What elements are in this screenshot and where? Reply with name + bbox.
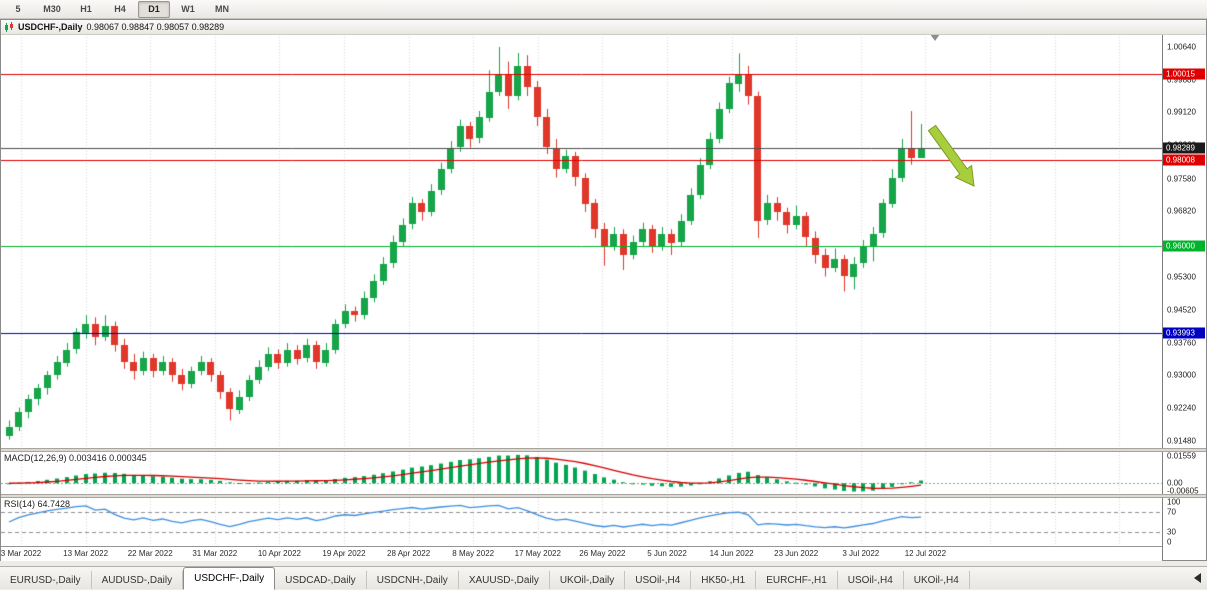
hline-price-badge: 0.98008 — [1163, 154, 1205, 166]
chart-tab-usdcnh-daily[interactable]: USDCNH-,Daily — [367, 571, 459, 589]
rsi-panel[interactable]: RSI(14) 64.7428 — [1, 498, 1162, 546]
chart-title-symbol: USDCHF-,Daily — [18, 22, 83, 32]
chart-tab-hk50-h1[interactable]: HK50-,H1 — [691, 571, 757, 589]
chart-tab-audusd-daily[interactable]: AUDUSD-,Daily — [92, 571, 184, 589]
date-axis-label: 22 Mar 2022 — [127, 549, 173, 558]
rsi-canvas[interactable] — [1, 498, 1162, 546]
rsi-axis-label: 30 — [1167, 527, 1176, 537]
chart-titlebar[interactable]: USDCHF-,Daily 0.98067 0.98847 0.98057 0.… — [1, 20, 1206, 35]
date-axis-label: 26 May 2022 — [579, 549, 626, 558]
price-axis-label: 0.94520 — [1167, 305, 1196, 315]
hline-price-badge: 0.96000 — [1163, 240, 1205, 252]
macd-label: MACD(12,26,9) 0.003416 0.000345 — [4, 453, 147, 463]
macd-canvas[interactable] — [1, 452, 1162, 494]
chart-tab-bar: EURUSD-,Daily AUDUSD-,Daily USDCHF-,Daily U… — [0, 566, 1207, 590]
date-axis[interactable]: 3 Mar 2022 13 Mar 2022 22 Mar 2022 31 Mar 2… — [1, 546, 1162, 561]
price-axis-label: 0.97580 — [1167, 174, 1196, 183]
price-axis[interactable]: 1.006400.998800.991200.983600.975800.968… — [1162, 34, 1206, 560]
date-axis-label: 8 May 2022 — [452, 549, 495, 558]
price-axis-label: 0.95300 — [1167, 272, 1196, 281]
candlestick-chart-icon — [5, 22, 13, 32]
timeframe-button-w1[interactable]: W1 — [181, 4, 195, 14]
timeframe-button-m30[interactable]: M30 — [43, 4, 61, 14]
chart-tab-xauusd-daily[interactable]: XAUUSD-,Daily — [459, 571, 550, 589]
price-axis-main: 1.006400.998800.991200.983600.975800.968… — [1163, 34, 1206, 448]
timeframe-button-d1[interactable]: D1 — [138, 0, 170, 18]
date-axis-label: 31 Mar 2022 — [192, 549, 238, 558]
date-axis-label: 28 Apr 2022 — [387, 549, 431, 558]
chart-tab-usdcad-daily[interactable]: USDCAD-,Daily — [275, 571, 367, 589]
tab-scroll-left-button[interactable] — [1187, 567, 1207, 589]
timeframe-toolbar: 5 M30 H1 H4 D1 W1 MN — [0, 0, 1207, 19]
chart-tab-ukoil-h4[interactable]: UKOil-,H4 — [904, 571, 970, 589]
date-axis-label: 19 Apr 2022 — [322, 549, 366, 558]
panel-splitter[interactable] — [1, 448, 1206, 452]
macd-axis-label: -0.00605 — [1167, 486, 1199, 496]
date-axis-label: 13 Mar 2022 — [63, 549, 109, 558]
timeframe-button-h4[interactable]: H4 — [114, 4, 126, 14]
hline-price-badge: 0.93993 — [1163, 327, 1205, 339]
price-axis-label: 0.92240 — [1167, 403, 1196, 413]
sell-arrow-shape[interactable] — [927, 124, 975, 187]
rsi-axis-label: 70 — [1167, 507, 1176, 517]
rsi-label: RSI(14) 64.7428 — [4, 499, 71, 509]
hline-price-badge: 1.00015 — [1163, 68, 1205, 80]
date-axis-label: 10 Apr 2022 — [257, 549, 301, 558]
sell-arrow-annotation[interactable] — [926, 124, 996, 204]
price-axis-label: 0.93000 — [1167, 370, 1196, 380]
macd-axis-label: 0.00 — [1167, 478, 1183, 488]
date-axis-label: 14 Jun 2022 — [709, 549, 754, 558]
macd-axis: 0.01559 0.00 -0.00605 — [1163, 451, 1206, 496]
chart-tab-eurchf-h1[interactable]: EURCHF-,H1 — [756, 571, 838, 589]
chart-tab-strip: EURUSD-,Daily AUDUSD-,Daily USDCHF-,Daily U… — [0, 567, 970, 590]
price-axis-label: 0.91480 — [1167, 436, 1196, 446]
tab-scroll-left-icon — [1193, 573, 1201, 583]
date-axis-label: 3 Jul 2022 — [842, 549, 880, 558]
timeframe-button-h1[interactable]: H1 — [80, 4, 92, 14]
date-axis-label: 12 Jul 2022 — [904, 549, 947, 558]
price-axis-label: 0.99880 — [1167, 75, 1196, 85]
rsi-axis-label: 100 — [1167, 497, 1181, 507]
chart-title-ohlc: 0.98067 0.98847 0.98057 0.98289 — [86, 22, 225, 32]
timeframe-button-mn[interactable]: MN — [215, 4, 229, 14]
price-axis-label: 0.96820 — [1167, 206, 1196, 216]
price-chart-canvas[interactable] — [1, 34, 1162, 448]
date-axis-label: 23 Jun 2022 — [774, 549, 819, 558]
rsi-axis-label: 0 — [1167, 537, 1172, 547]
chart-shift-marker[interactable] — [930, 34, 940, 41]
chart-tab-ukoil-daily[interactable]: UKOil-,Daily — [550, 571, 626, 589]
price-axis-label: 0.93760 — [1167, 338, 1196, 348]
chart-tab-eurusd-daily[interactable]: EURUSD-,Daily — [0, 571, 92, 589]
macd-panel[interactable]: MACD(12,26,9) 0.003416 0.000345 — [1, 452, 1162, 494]
chart-window: USDCHF-,Daily 0.98067 0.98847 0.98057 0.… — [0, 19, 1207, 561]
macd-axis-label: 0.01559 — [1167, 451, 1196, 461]
timeframe-button-5[interactable]: 5 — [15, 4, 21, 14]
date-axis-label: 17 May 2022 — [514, 549, 561, 558]
date-axis-label: 3 Mar 2022 — [0, 549, 42, 558]
date-axis-label: 5 Jun 2022 — [647, 549, 687, 558]
chart-tab-usoil-h4[interactable]: USOil-,H4 — [838, 571, 904, 589]
price-chart-panel[interactable] — [1, 34, 1162, 448]
current-price-badge: 0.98289 — [1163, 142, 1205, 154]
price-axis-label: 1.00640 — [1167, 42, 1196, 52]
rsi-axis: 100 70 30 0 — [1163, 497, 1206, 547]
chart-tab-usdchf-daily[interactable]: USDCHF-,Daily — [183, 567, 276, 590]
price-axis-label: 0.99120 — [1167, 107, 1196, 117]
chart-tab-usoil-h4[interactable]: USOil-,H4 — [625, 571, 692, 589]
panel-splitter[interactable] — [1, 494, 1206, 498]
